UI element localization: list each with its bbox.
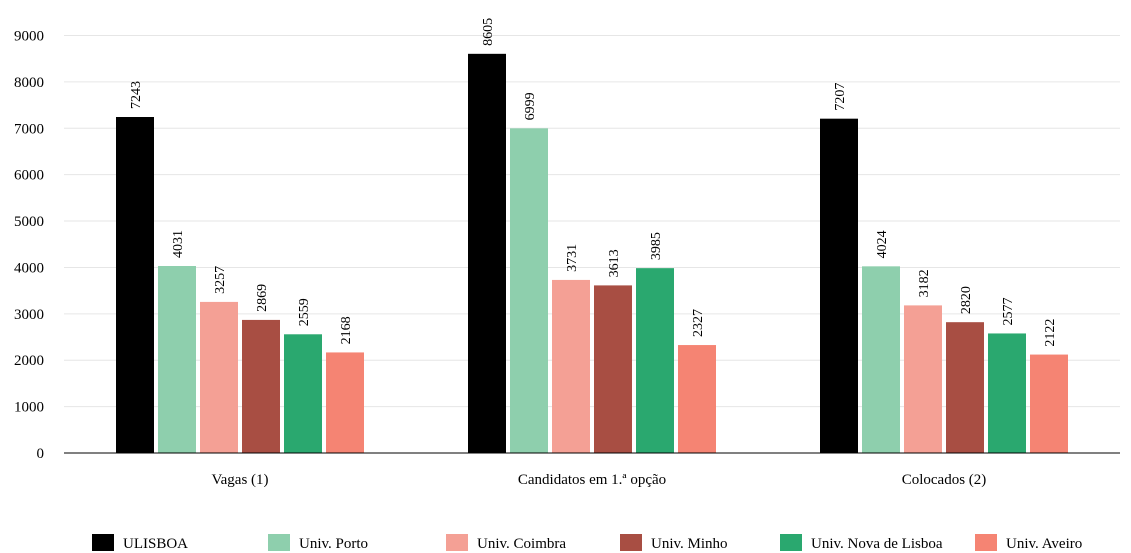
bar-univ-aveiro-colocados-2 [1030, 354, 1068, 453]
bar-univ-coimbra-candidatos-em-1-op-o [552, 279, 590, 453]
y-tick-label: 0 [37, 446, 45, 462]
data-label: 4031 [171, 230, 186, 258]
legend-item-univ-porto: Univ. Porto [268, 534, 368, 552]
legend-label: Univ. Nova de Lisboa [811, 536, 943, 552]
data-label: 4024 [875, 230, 890, 258]
bar-univ-minho-candidatos-em-1-op-o [594, 285, 632, 453]
y-tick-label: 1000 [14, 400, 44, 416]
data-label: 2168 [339, 316, 354, 344]
data-label: 2869 [255, 284, 270, 312]
legend-item-univ-nova-de-lisboa: Univ. Nova de Lisboa [780, 534, 943, 552]
bar-ulisboa-vagas-1 [116, 117, 154, 453]
legend-item-univ-minho: Univ. Minho [620, 534, 728, 552]
y-tick-label: 9000 [14, 29, 44, 45]
data-labels: 7243 4031 3257 2869 2559 2168 8605 6999 3731 3613… [129, 18, 1058, 347]
legend-swatch [620, 534, 642, 551]
data-label: 2327 [691, 309, 706, 337]
bar-univ-minho-colocados-2 [946, 322, 984, 453]
data-label: 7207 [833, 83, 848, 111]
legend-label: Univ. Minho [651, 536, 728, 552]
gridlines [64, 35, 1120, 408]
legend-swatch [268, 534, 290, 551]
data-label: 8605 [481, 18, 496, 46]
category-label: Candidatos em 1.ª opção [518, 472, 666, 488]
bar-ulisboa-colocados-2 [820, 118, 858, 453]
legend-label: Univ. Aveiro [1006, 536, 1082, 552]
bar-univ-porto-candidatos-em-1-op-o [510, 128, 548, 454]
category-label: Colocados (2) [902, 472, 987, 488]
legend-item-ulisboa: ULISBOA [92, 534, 188, 552]
data-label: 7243 [129, 81, 144, 109]
data-label: 3731 [565, 244, 580, 272]
bar-univ-nova-de-lisboa-candidatos-em-1-op-o [636, 268, 674, 453]
bar-univ-minho-vagas-1 [242, 319, 280, 453]
bar-univ-coimbra-colocados-2 [904, 305, 942, 453]
legend-swatch [446, 534, 468, 551]
y-tick-label: 8000 [14, 75, 44, 91]
bar-univ-porto-colocados-2 [862, 266, 900, 453]
legend-swatch [780, 534, 802, 551]
legend-label: Univ. Coimbra [477, 536, 566, 552]
category-label: Vagas (1) [211, 472, 268, 488]
y-tick-label: 6000 [14, 168, 44, 184]
legend-swatch [975, 534, 997, 551]
x-axis-category-labels: Vagas (1) Candidatos em 1.ª opção Colocado… [211, 472, 986, 488]
legend-label: Univ. Porto [299, 536, 368, 552]
data-label: 3985 [649, 232, 664, 260]
bar-univ-porto-vagas-1 [158, 266, 196, 453]
bar-univ-aveiro-vagas-1 [326, 352, 364, 453]
bar-univ-nova-de-lisboa-vagas-1 [284, 334, 322, 453]
data-label: 2559 [297, 298, 312, 326]
data-label: 3613 [607, 249, 622, 277]
data-label: 3257 [213, 266, 228, 294]
data-label: 2820 [959, 286, 974, 314]
y-tick-label: 5000 [14, 214, 44, 230]
legend-swatch [92, 534, 114, 551]
bar-univ-nova-de-lisboa-colocados-2 [988, 333, 1026, 453]
data-label: 2122 [1043, 319, 1058, 347]
data-label: 3182 [917, 269, 932, 297]
y-tick-label: 7000 [14, 121, 44, 137]
bar-univ-coimbra-vagas-1 [200, 301, 238, 453]
y-axis-tick-labels: 0 1000 2000 3000 4000 5000 6000 7000 8000 9000 [14, 29, 44, 463]
legend-item-univ-coimbra: Univ. Coimbra [446, 534, 566, 552]
y-tick-label: 3000 [14, 307, 44, 323]
y-tick-label: 4000 [14, 260, 44, 276]
data-label: 6999 [523, 92, 538, 120]
bar-ulisboa-candidatos-em-1-op-o [468, 53, 506, 454]
bar-univ-aveiro-candidatos-em-1-op-o [678, 345, 716, 453]
bars [116, 53, 1068, 454]
legend-label: ULISBOA [123, 536, 188, 552]
legend-item-univ-aveiro: Univ. Aveiro [975, 534, 1082, 552]
y-tick-label: 2000 [14, 353, 44, 369]
data-label: 2577 [1001, 297, 1016, 325]
legend: ULISBOA Univ. Porto Univ. Coimbra Univ. Min… [92, 534, 1082, 552]
